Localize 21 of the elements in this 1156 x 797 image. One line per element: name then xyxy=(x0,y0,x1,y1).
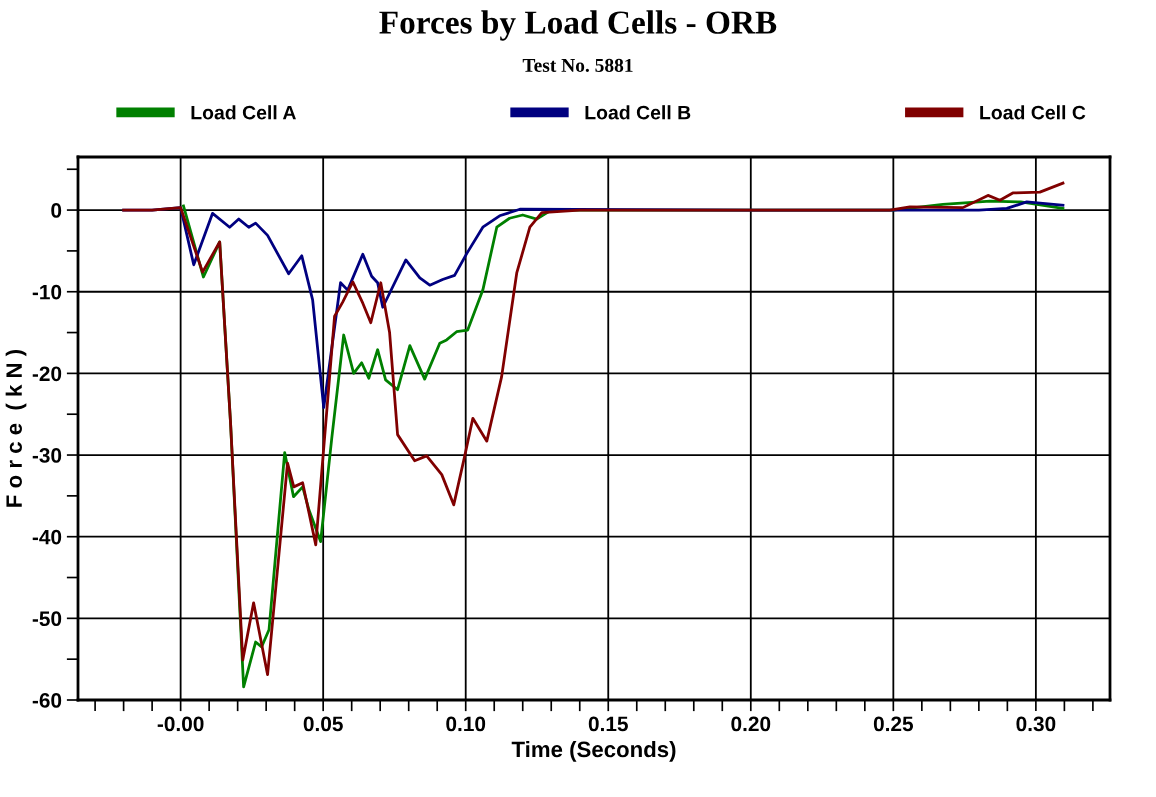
y-axis-title: F o r c e ( k N ) xyxy=(5,349,27,507)
y-tick-label: -10 xyxy=(32,284,62,300)
x-tick-label: 0.05 xyxy=(303,716,343,732)
x-tick-label: 0.20 xyxy=(731,716,771,732)
y-tick-label: -50 xyxy=(32,611,62,627)
legend-label: Load Cell B xyxy=(585,105,691,120)
x-axis-title: Time (Seconds) xyxy=(511,740,676,762)
x-tick-label: 0.30 xyxy=(1016,716,1056,732)
y-tick-label: -30 xyxy=(32,448,62,463)
x-tick-label: 0.15 xyxy=(588,716,628,732)
chart-subtitle: Test No. 5881 xyxy=(522,58,633,73)
x-tick-label: -0.00 xyxy=(157,716,204,732)
chart-title: Forces by Load Cells - ORB xyxy=(379,10,777,41)
x-tick-label: 0.10 xyxy=(446,716,486,732)
legend-label: Load Cell A xyxy=(191,105,296,120)
y-tick-label: -20 xyxy=(32,366,62,382)
x-tick-label: 0.25 xyxy=(873,716,914,732)
legend-label: Load Cell C xyxy=(980,105,1086,120)
y-tick-label: -40 xyxy=(32,529,62,545)
y-tick-label: -60 xyxy=(32,693,62,708)
y-tick-label: 0 xyxy=(51,203,62,218)
